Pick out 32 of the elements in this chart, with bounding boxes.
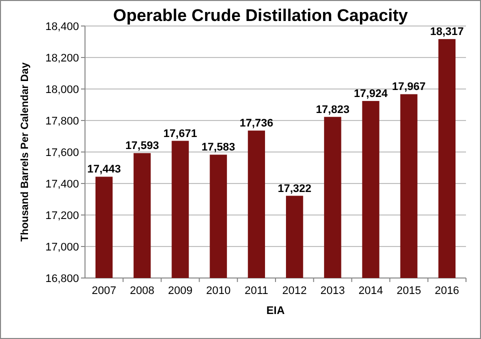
data-label: 17,583 (202, 142, 236, 154)
x-tick-label: 2012 (282, 285, 307, 297)
data-label: 17,823 (316, 104, 350, 116)
y-tick-label: 17,600 (45, 146, 79, 159)
x-tick-label: 2010 (206, 285, 231, 297)
data-label: 17,924 (354, 88, 388, 100)
data-label: 17,322 (278, 182, 312, 195)
y-tick-label: 18,200 (45, 52, 79, 64)
y-tick-label: 18,000 (45, 84, 79, 96)
x-tick-label: 2016 (434, 285, 460, 297)
x-tick-label: 2009 (168, 285, 192, 297)
x-tick-label: 2011 (244, 285, 268, 297)
chart-title: Operable Crude Distillation Capacity (113, 6, 408, 25)
y-tick-label: 17,800 (45, 115, 79, 128)
data-label: 17,967 (392, 81, 426, 94)
data-label: 18,317 (430, 26, 464, 38)
x-tick-label: 2013 (320, 285, 345, 297)
y-tick-label: 18,400 (45, 20, 79, 33)
data-label: 17,671 (163, 128, 198, 140)
y-tick-label: 17,400 (45, 178, 79, 190)
y-tick-label: 17,000 (45, 241, 79, 254)
data-label: 17,443 (87, 164, 121, 176)
x-tick-label: 2014 (358, 285, 383, 297)
data-label: 17,593 (125, 140, 159, 152)
data-label: 17,736 (240, 118, 274, 130)
x-tick-label: 2015 (396, 285, 422, 297)
y-axis-title: Thousand Barrels Per Calendar Day (19, 62, 31, 242)
y-tick-label: 16,800 (45, 272, 79, 285)
x-tick-label: 2007 (92, 285, 116, 297)
text: EIA (266, 305, 285, 317)
y-tick-label: 17,200 (45, 210, 79, 222)
x-tick-label: 2008 (130, 285, 154, 297)
